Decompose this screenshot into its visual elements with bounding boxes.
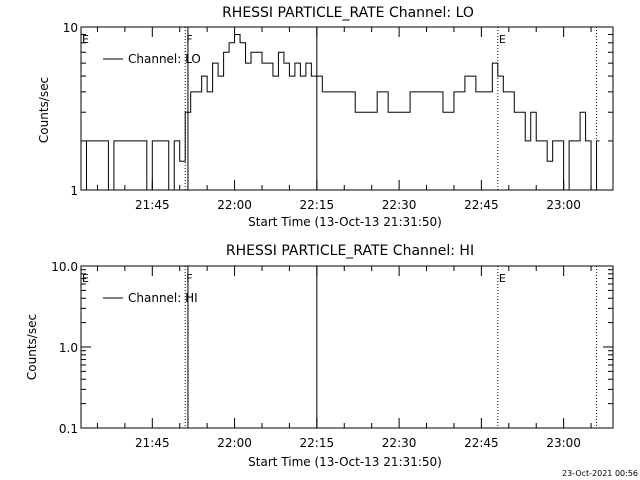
axis-ticks: 21:45 22:00 22:15 22:30 22:45 23:00 0.1 1.0 10.0	[51, 260, 613, 450]
x-axis-label: Start Time (13-Oct-13 21:31:50)	[248, 215, 442, 229]
panel-hi: RHESSI PARTICLE_RATE Channel: HI 21:45 22…	[25, 243, 614, 469]
y-tick-label: 10	[63, 21, 78, 35]
x-tick-label: 22:00	[217, 198, 252, 212]
series-line	[81, 33, 600, 191]
legend: Channel: HI	[103, 291, 198, 305]
x-tick-label: 22:30	[382, 436, 417, 450]
chart-title: RHESSI PARTICLE_RATE Channel: LO	[222, 5, 474, 21]
x-tick-label: 23:00	[546, 198, 581, 212]
y-tick-label: 1	[70, 184, 78, 198]
event-label: E	[499, 33, 506, 46]
y-axis-label: Counts/sec	[25, 314, 39, 380]
event-label: E	[499, 272, 506, 285]
timestamp: 23-Oct-2021 00:56	[562, 469, 638, 478]
legend-label: Channel: HI	[128, 291, 198, 305]
x-tick-label: 21:45	[135, 436, 170, 450]
x-axis-label: Start Time (13-Oct-13 21:31:50)	[248, 455, 442, 469]
y-tick-label: 10.0	[51, 260, 78, 274]
x-tick-label: 22:30	[382, 198, 417, 212]
axis-ticks: 21:45 22:00 22:15 22:30 22:45 23:00 1 10	[63, 21, 613, 212]
series-group	[81, 33, 600, 191]
panel-lo: RHESSI PARTICLE_RATE Channel: LO 21:45 22…	[37, 5, 614, 229]
chart-title: RHESSI PARTICLE_RATE Channel: HI	[226, 243, 474, 259]
x-tick-label: 21:45	[135, 198, 170, 212]
y-axis-label: Counts/sec	[37, 77, 51, 143]
event-label: E	[82, 272, 89, 285]
legend-label: Channel: LO	[128, 52, 201, 66]
x-tick-label: 23:00	[546, 436, 581, 450]
legend: Channel: LO	[103, 52, 201, 66]
y-tick-label: 0.1	[59, 422, 78, 436]
event-label: F	[186, 272, 192, 285]
x-tick-label: 22:00	[217, 436, 252, 450]
event-label: E	[82, 33, 89, 46]
event-label: F	[186, 33, 192, 46]
x-tick-label: 22:15	[300, 436, 335, 450]
x-tick-label: 22:45	[464, 198, 499, 212]
x-tick-label: 22:15	[300, 198, 335, 212]
x-tick-label: 22:45	[464, 436, 499, 450]
y-tick-label: 1.0	[59, 341, 78, 355]
